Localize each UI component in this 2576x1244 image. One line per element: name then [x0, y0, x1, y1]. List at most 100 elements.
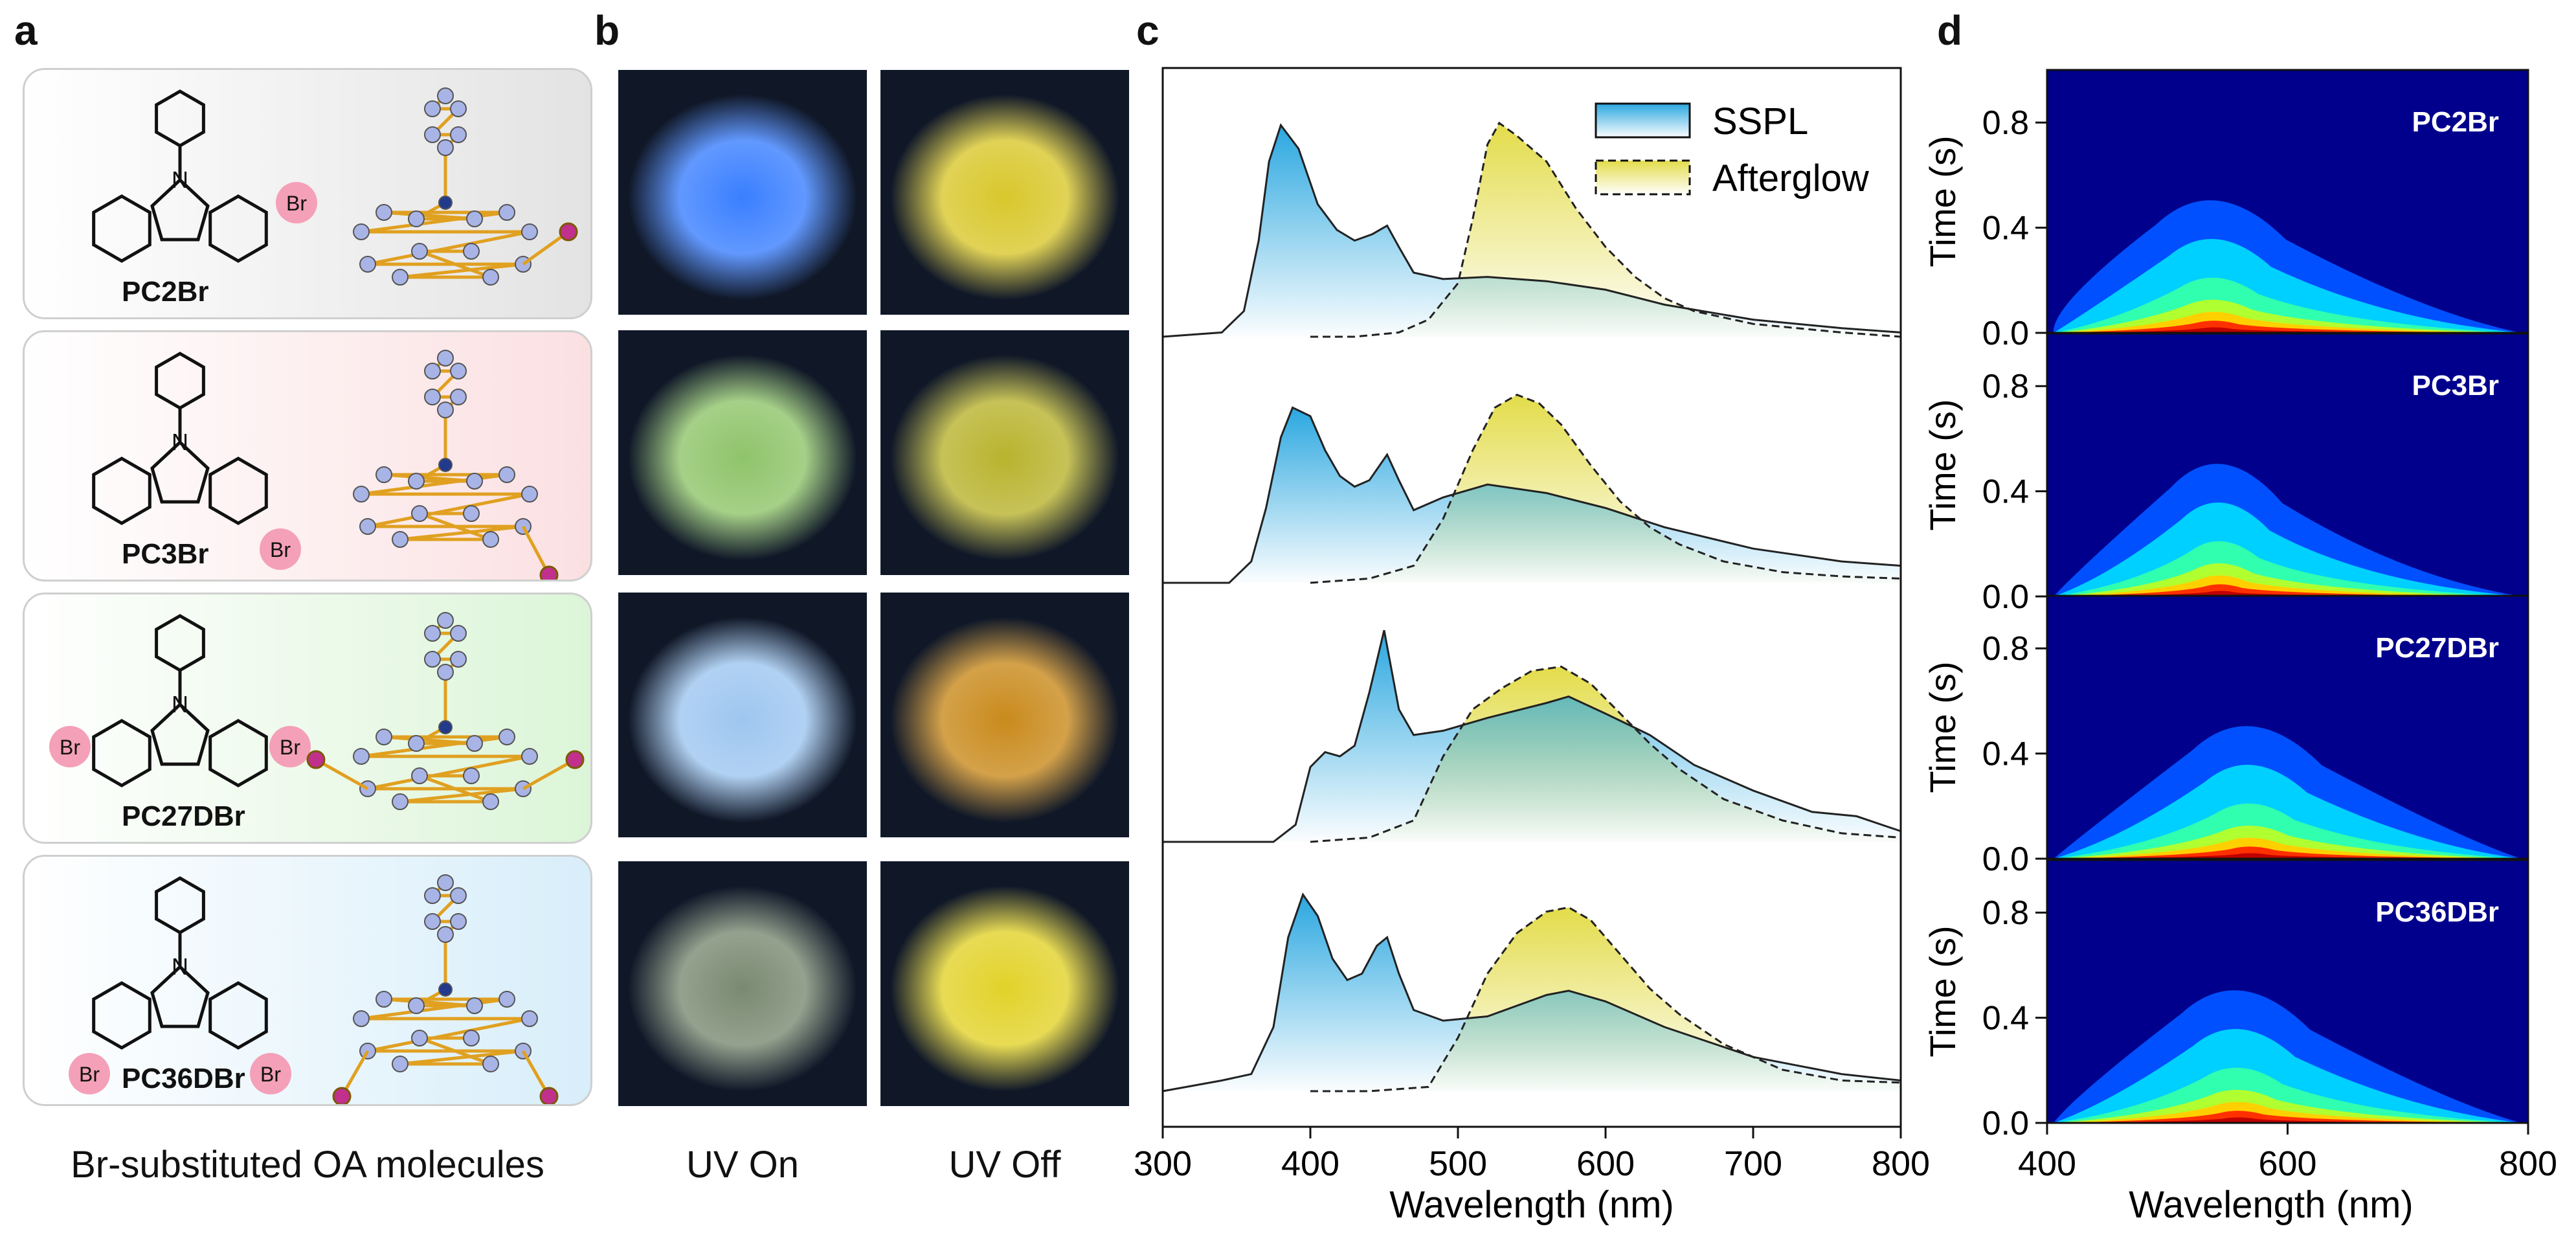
phenyl-ring	[155, 614, 205, 672]
ball-stick-model	[353, 87, 578, 286]
heatmap-ytick-label: 0.0	[1982, 841, 2029, 878]
nitrogen-atom: N	[172, 166, 188, 193]
heatmap-ytick-label: 0.8	[1982, 368, 2029, 405]
heatmap-ytick-label: 0.4	[1982, 473, 2029, 511]
spectra-xtick-label: 800	[1872, 1144, 1929, 1183]
spectra-xtick-label: 400	[1281, 1144, 1339, 1183]
spectra-xtick-label: 500	[1429, 1144, 1487, 1183]
benzo-ring-left	[92, 457, 151, 525]
heatmap-xtick-label: 600	[2258, 1144, 2316, 1183]
heatmap-ytick-label: 0.8	[1982, 630, 2029, 668]
bromine-label: Br	[280, 736, 300, 759]
heatmap-band	[2054, 1111, 2522, 1123]
phenyl-ring	[155, 352, 205, 410]
spectra-xtick-label: 300	[1134, 1144, 1192, 1183]
afterglow-line	[1310, 121, 1901, 338]
sspl-area	[1163, 407, 1901, 583]
spectra-plot-frame	[1161, 67, 1902, 1128]
ball-stick-model	[353, 350, 559, 580]
spectra-xtick-label: 600	[1576, 1144, 1635, 1183]
heatmap-ytick-label: 0.8	[1982, 894, 2029, 932]
heatmap-xtick-label: 800	[2499, 1144, 2557, 1183]
uv-off-label: UV Off	[948, 1144, 1061, 1186]
bromine-label: Br	[60, 736, 80, 759]
molecule-card: N Br Br PC36DBr	[23, 855, 592, 1106]
panel-label-c: c	[1136, 7, 1159, 54]
afterglow-line	[1310, 906, 1901, 1092]
panel-label-b: b	[594, 7, 620, 54]
pyrrole-ring	[150, 964, 210, 1028]
heatmap-band	[2054, 1117, 2522, 1123]
crystal-photo-uv-off	[880, 70, 1129, 315]
bromine-badge	[69, 1053, 110, 1094]
molecule-card: N Br PC2Br	[23, 68, 592, 319]
molecule-structure: N Br Br	[49, 612, 585, 810]
heatmap-ytick-label: 0.0	[1982, 1105, 2029, 1142]
heatmap-xtick-label: 400	[2018, 1144, 2076, 1183]
heatmap-panel: PC27DBr 0.0 0.4 0.8 Time (s)	[1923, 594, 2529, 878]
panel-label-d: d	[1937, 7, 1963, 54]
molecule-name: PC27DBr	[122, 800, 245, 832]
sspl-area	[1163, 894, 1901, 1091]
heatmap-band	[2054, 853, 2522, 859]
bromine-label: Br	[260, 1063, 281, 1086]
phenyl-ring	[155, 876, 205, 934]
sspl-line	[1163, 629, 1901, 843]
pyrrole-ring	[150, 177, 210, 242]
heatmap-band	[2054, 825, 2522, 859]
uv-on-label: UV On	[686, 1144, 800, 1186]
benzo-ring-right	[208, 719, 268, 787]
heatmap-ylabel: Time (s)	[1923, 399, 1963, 530]
heatmap-frame	[2046, 594, 2529, 860]
ball-stick-model	[332, 874, 559, 1104]
heatmap-panel-label: PC2Br	[2412, 106, 2500, 138]
heatmap-ylabel: Time (s)	[1923, 925, 1963, 1057]
bromine-badge	[49, 726, 91, 767]
panel-a-caption: Br-substituted OA molecules	[71, 1144, 544, 1186]
heatmap-ylabel: Time (s)	[1923, 661, 1963, 793]
heatmap-ytick-label: 0.4	[1982, 736, 2029, 773]
nitrogen-atom: N	[172, 953, 188, 980]
bromine-badge	[269, 726, 311, 767]
heatmap-chart: PC2Br 0.0 0.4 0.8 Time (s) PC3Br 0.0 0.4 0.8 Time…	[1923, 69, 2557, 1226]
ball-stick-model	[306, 612, 585, 810]
legend-label-afterglow: Afterglow	[1712, 157, 1870, 199]
molecule-name: PC36DBr	[122, 1063, 245, 1094]
crystal-photo-uv-on	[618, 70, 867, 315]
legend-swatch-sspl	[1595, 102, 1691, 139]
benzo-ring-right	[208, 194, 268, 263]
heatmap-band	[2054, 1102, 2522, 1123]
heatmap-panel-label: PC36DBr	[2375, 896, 2499, 928]
pyrrole-ring	[150, 702, 210, 766]
bromine-label: Br	[79, 1063, 100, 1086]
molecule-name: PC2Br	[122, 276, 209, 308]
sspl-line	[1162, 892, 1901, 1092]
afterglow-line	[1310, 665, 1901, 843]
benzo-ring-left	[92, 719, 151, 787]
spectra-chart: 300 400 500 600 700 800 Wavelength (nm) SSPL …	[1134, 67, 1929, 1226]
heatmap-ytick-label: 0.0	[1982, 315, 2029, 352]
heatmap-ylabel: Time (s)	[1923, 135, 1963, 267]
spectra-xlabel: Wavelength (nm)	[1389, 1184, 1674, 1226]
heatmap-ytick-label: 0.0	[1982, 578, 2029, 616]
heatmap-panel: PC2Br 0.0 0.4 0.8 Time (s)	[1923, 69, 2529, 352]
heatmap-band	[2054, 837, 2522, 859]
molecule-card: N Br Br PC27DBr	[23, 593, 592, 844]
benzo-ring-left	[92, 194, 151, 263]
legend-swatch-afterglow	[1595, 159, 1691, 196]
molecule-card: N Br PC3Br	[23, 330, 592, 582]
heatmap-panel-label: PC3Br	[2412, 370, 2500, 401]
crystal-photo-uv-on	[618, 861, 867, 1106]
heatmap-band	[2054, 575, 2522, 596]
heatmap-ytick-label: 0.8	[1982, 104, 2029, 142]
heatmap-panel-label: PC27DBr	[2375, 632, 2499, 664]
sspl-line	[1162, 123, 1901, 338]
benzo-ring-right	[208, 981, 268, 1050]
legend-label-sspl: SSPL	[1712, 100, 1808, 142]
molecule-structure: N Br	[92, 87, 578, 286]
heatmap-ytick-label: 0.4	[1982, 210, 2029, 247]
bromine-badge	[276, 182, 317, 223]
sspl-area	[1163, 125, 1901, 337]
phenyl-ring	[155, 89, 205, 148]
heatmap-ytick-label: 0.4	[1982, 1000, 2029, 1037]
